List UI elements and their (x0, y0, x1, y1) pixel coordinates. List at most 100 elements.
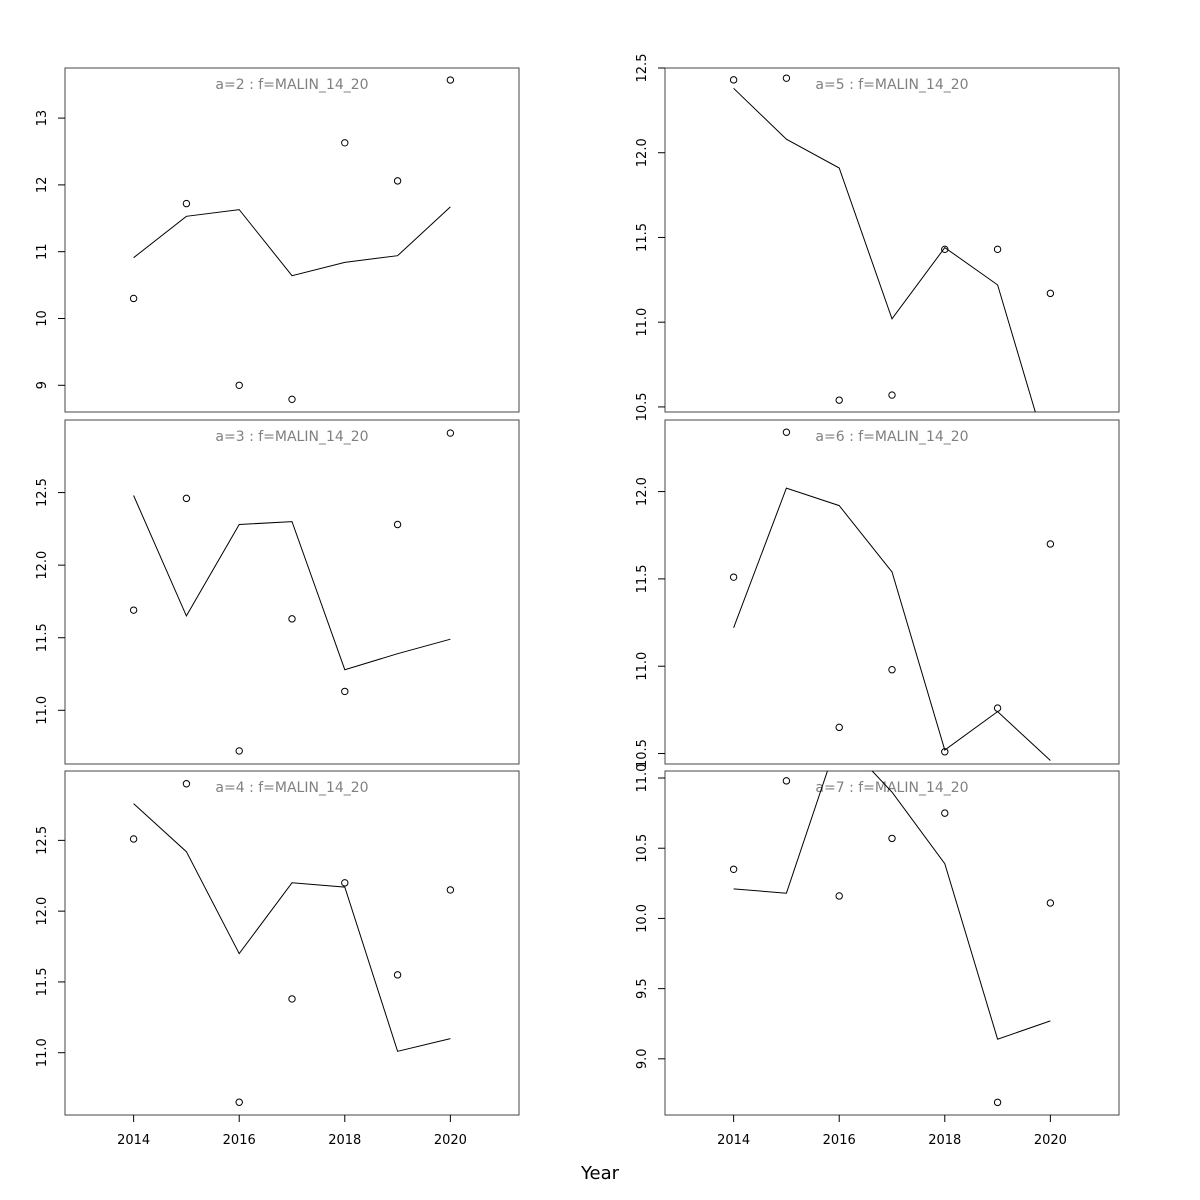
y-tick-label: 11.5 (35, 623, 50, 652)
fitted-line (733, 487, 1051, 761)
data-point (446, 886, 455, 894)
data-point (235, 381, 243, 389)
y-tick-label: 12.5 (35, 478, 50, 507)
data-point (182, 780, 191, 788)
data-point (288, 995, 296, 1003)
panel-title: a=3 : f=MALIN_14_20 (215, 429, 368, 445)
data-point (993, 704, 1002, 712)
y-tick-label: 11.0 (35, 696, 50, 725)
y-tick-label: 13 (35, 110, 50, 127)
plot-area (729, 428, 1055, 761)
data-point (1046, 899, 1055, 907)
data-point (1046, 540, 1055, 548)
y-tick-label: 12.0 (635, 477, 650, 506)
plot-area (729, 74, 1055, 412)
y-tick-label: 10.5 (635, 392, 650, 421)
y-tick-label: 10.0 (635, 904, 650, 933)
panel-frame (664, 419, 1120, 765)
data-point (393, 177, 402, 185)
panel-frame (664, 67, 1120, 413)
data-point (288, 395, 296, 404)
panel-frame (64, 67, 520, 413)
x-tick-label: 2018 (328, 1133, 361, 1148)
data-point (182, 199, 191, 208)
y-tick-label: 12.0 (35, 897, 50, 926)
panel-1: a=2 : f=MALIN_14_20 9 10 11 12 13 (35, 67, 520, 413)
panel-6: a=7 : f=MALIN_14_20 9.0 9.5 10.0 10.5 11.0 201… (635, 764, 1120, 1148)
y-tick-label: 9.5 (635, 978, 650, 999)
data-point (129, 835, 138, 843)
data-point (341, 687, 349, 696)
panel-3: a=4 : f=MALIN_14_20 11.0 11.5 12.0 12.5 2014 2… (35, 770, 520, 1148)
data-point (729, 865, 738, 873)
x-axis-label: Year (580, 1163, 620, 1184)
y-tick-label: 12.5 (35, 826, 50, 855)
data-point (782, 777, 791, 785)
fitted-line (133, 803, 451, 1052)
data-point (888, 834, 896, 843)
plot-area (129, 780, 455, 1106)
y-tick-label: 11.5 (635, 223, 650, 252)
data-point (729, 76, 738, 84)
fitted-line (133, 206, 451, 277)
data-point (129, 294, 138, 303)
data-point (782, 74, 791, 82)
y-tick-label: 10.5 (635, 739, 650, 768)
data-point (941, 809, 949, 817)
panel-frame (64, 770, 520, 1116)
y-tick-label: 12.0 (635, 138, 650, 167)
y-tick-label: 11.0 (635, 308, 650, 337)
data-point (835, 396, 843, 404)
data-point (288, 615, 296, 623)
x-tick-label: 2020 (434, 1133, 467, 1148)
panel-4: a=5 : f=MALIN_14_20 10.5 11.0 11.5 12.0 12.5 (635, 54, 1120, 421)
data-point (835, 892, 843, 900)
fitted-line (133, 495, 451, 671)
data-point (446, 76, 455, 84)
panel-2: a=3 : f=MALIN_14_20 11.0 11.5 12.0 12.5 (35, 419, 520, 765)
x-tick-label: 2020 (1034, 1133, 1067, 1148)
y-tick-label: 9.0 (635, 1048, 650, 1069)
data-point (888, 391, 896, 399)
y-tick-label: 11 (35, 243, 50, 260)
panel-title: a=7 : f=MALIN_14_20 (815, 780, 968, 796)
data-point (835, 723, 843, 732)
data-point (1046, 289, 1055, 298)
y-tick-label: 11.5 (635, 564, 650, 593)
data-point (341, 879, 349, 887)
y-tick-label: 9 (35, 381, 50, 389)
panel-frame (64, 419, 520, 765)
plot-area (129, 429, 455, 755)
panel-5: a=6 : f=MALIN_14_20 10.5 11.0 11.5 12.0 (635, 419, 1120, 768)
plot-area (129, 76, 455, 404)
data-point (993, 1098, 1002, 1107)
panel-frame (664, 770, 1120, 1116)
x-tick-label: 2016 (223, 1133, 256, 1148)
data-point (341, 139, 349, 147)
y-tick-label: 10.5 (635, 834, 650, 863)
y-tick-label: 12.0 (35, 551, 50, 580)
data-point (129, 606, 138, 614)
y-tick-label: 11.0 (635, 652, 650, 681)
fitted-line (733, 87, 1036, 412)
panel-title: a=4 : f=MALIN_14_20 (215, 780, 368, 796)
data-point (393, 520, 402, 529)
y-tick-label: 12 (35, 177, 50, 194)
x-tick-label: 2014 (717, 1133, 750, 1148)
x-tick-label: 2018 (928, 1133, 961, 1148)
data-point (782, 428, 791, 436)
data-point (446, 429, 455, 437)
x-tick-label: 2014 (117, 1133, 150, 1148)
data-point (729, 573, 738, 581)
panel-title: a=5 : f=MALIN_14_20 (815, 77, 968, 93)
fitted-line (733, 771, 1051, 1040)
data-point (993, 245, 1002, 254)
data-point (393, 971, 402, 979)
panel-title: a=2 : f=MALIN_14_20 (215, 77, 368, 93)
y-tick-label: 11.5 (35, 967, 50, 996)
y-tick-label: 11.0 (35, 1038, 50, 1067)
data-point (235, 1098, 243, 1106)
data-point (235, 747, 243, 755)
y-tick-label: 11.0 (635, 764, 650, 793)
